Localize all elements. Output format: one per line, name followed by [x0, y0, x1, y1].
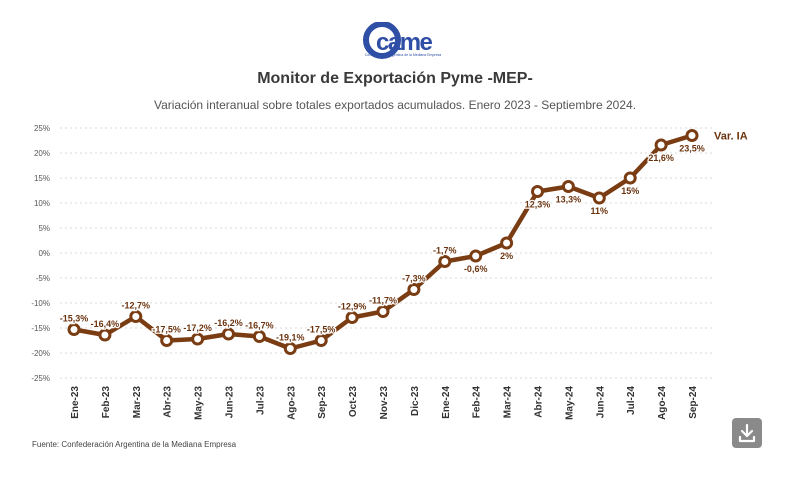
data-point — [438, 255, 452, 268]
x-tick-label: Jun-23 — [225, 386, 236, 419]
came-logo: came — [363, 22, 434, 59]
data-point — [407, 283, 421, 296]
x-axis-ticks: Ene-23 Feb-23 Mar-23 Abr-23 May-23 Jun-23 Jul-… — [70, 386, 699, 420]
data-label: 12,3% — [525, 200, 551, 210]
data-label: -1,7% — [433, 246, 457, 256]
y-tick-label: -15% — [31, 324, 50, 333]
y-tick-label: 5% — [38, 224, 50, 233]
data-label: -12,7% — [122, 301, 151, 311]
data-point — [376, 305, 390, 318]
x-tick-label: May-23 — [194, 386, 205, 420]
grid-lines — [60, 127, 712, 379]
data-point — [500, 236, 514, 250]
download-button[interactable] — [732, 418, 762, 448]
data-point — [561, 180, 575, 193]
data-point — [191, 332, 205, 346]
data-point — [129, 310, 143, 323]
data-label: -17,5% — [152, 325, 181, 335]
data-point — [67, 323, 81, 336]
y-tick-label: -10% — [31, 299, 50, 308]
data-label: -16,2% — [214, 318, 243, 328]
data-label: -15,3% — [60, 314, 89, 324]
x-tick-label: Abr-24 — [534, 386, 545, 418]
y-tick-label: 10% — [34, 199, 50, 208]
data-labels: -15,3%-16,4%-12,7%-17,5% -17,2% -16,2% -16,… — [58, 142, 706, 344]
data-label: -7,3% — [402, 274, 426, 284]
data-label: -17,2% — [183, 323, 212, 333]
data-label: -11,7% — [369, 296, 397, 306]
y-tick-label: 25% — [34, 124, 50, 133]
data-point — [314, 334, 328, 347]
source-note: Fuente: Confederación Argentina de la Me… — [32, 440, 237, 449]
data-label: 13,3% — [556, 195, 582, 205]
data-label: -16,4% — [91, 319, 120, 329]
x-tick-label: Ene-24 — [441, 386, 452, 419]
data-point — [252, 330, 266, 343]
data-label: 2% — [500, 251, 513, 261]
data-point — [469, 249, 483, 263]
series-legend: Var. IA — [714, 131, 748, 143]
logo-wordmark: came — [376, 29, 433, 56]
y-tick-label: 0% — [38, 249, 50, 258]
data-point — [283, 342, 297, 355]
y-axis-ticks: 25% 20% 15% 10% 5% 0% -5% -10% -15% -20% -25% — [31, 124, 50, 383]
y-tick-label: 20% — [34, 149, 50, 158]
data-point — [685, 129, 699, 142]
data-point — [592, 191, 606, 205]
data-label: -17,5% — [307, 325, 336, 335]
data-point — [531, 185, 544, 198]
series-points — [67, 129, 699, 355]
x-tick-label: Mar-24 — [503, 386, 514, 419]
download-icon — [738, 423, 756, 443]
logo-subtitle: Confederación Argentina de la Mediana Em… — [364, 53, 442, 57]
data-label: 15% — [621, 186, 639, 196]
x-tick-label: May-24 — [564, 386, 575, 420]
x-tick-label: Abr-23 — [163, 386, 174, 418]
x-tick-label: Feb-24 — [472, 386, 483, 419]
data-point — [98, 328, 112, 342]
x-tick-label: Oct-23 — [348, 386, 359, 418]
data-label: 23,5% — [679, 144, 705, 154]
data-label: -19,1% — [276, 333, 305, 343]
data-label: 11% — [591, 206, 609, 216]
x-tick-label: Dic-23 — [410, 386, 421, 416]
data-point — [345, 311, 359, 324]
data-point — [160, 334, 174, 347]
y-tick-label: -5% — [36, 274, 50, 283]
data-point — [654, 138, 668, 152]
x-tick-label: Mar-23 — [132, 386, 143, 419]
x-tick-label: Jul-23 — [255, 386, 266, 415]
data-point — [222, 327, 235, 341]
data-point — [623, 171, 637, 185]
data-label: 21,6% — [648, 153, 674, 163]
y-tick-label: -25% — [31, 374, 50, 383]
chart-subtitle: Variación interanual sobre totales expor… — [153, 98, 637, 112]
x-tick-label: Sep-24 — [688, 386, 699, 419]
y-tick-label: -20% — [31, 349, 50, 358]
data-label: -12,9% — [338, 302, 367, 312]
x-tick-label: Jun-24 — [595, 386, 606, 419]
data-label: -0,6% — [464, 264, 488, 274]
data-label: -16,7% — [245, 321, 274, 331]
y-tick-label: 15% — [34, 174, 50, 183]
chart-title: Monitor de Exportación Pyme -MEP- — [257, 70, 533, 87]
x-tick-label: Ago-24 — [657, 386, 668, 420]
x-tick-label: Sep-23 — [317, 386, 328, 419]
x-tick-label: Feb-23 — [101, 386, 112, 419]
x-tick-label: Ago-23 — [286, 386, 297, 420]
x-tick-label: Nov-23 — [379, 386, 390, 420]
series-name-label: Var. IA — [714, 131, 748, 143]
x-tick-label: Ene-23 — [70, 386, 81, 419]
x-tick-label: Jul-24 — [626, 386, 637, 415]
